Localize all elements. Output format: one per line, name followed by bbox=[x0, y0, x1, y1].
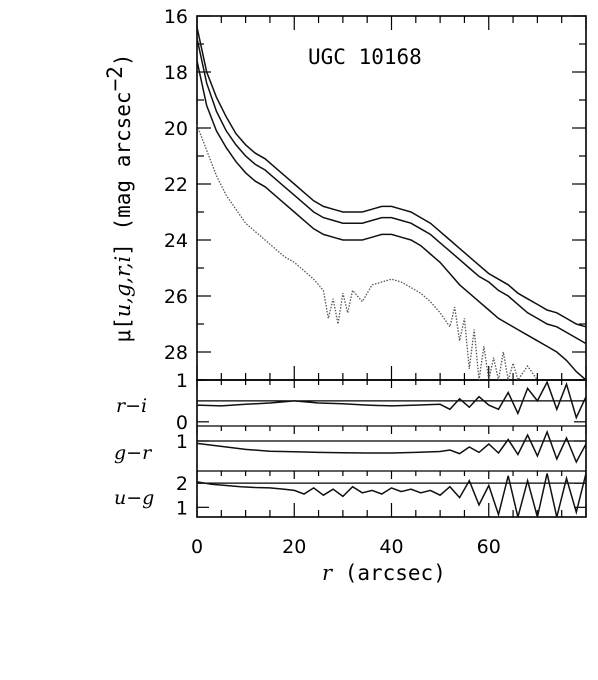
tick-marks bbox=[196, 15, 587, 517]
sb-curve-u-band bbox=[196, 124, 538, 382]
x-label-rest: (arcsec) bbox=[332, 561, 446, 585]
ug-panel-label: u−g bbox=[114, 487, 154, 509]
y-tick-label-u-g-1: 1 bbox=[176, 497, 188, 519]
y-tick-label-24: 24 bbox=[164, 230, 188, 252]
color-curve-r-i bbox=[196, 380, 587, 420]
sb-curve-g-band bbox=[196, 60, 587, 381]
color-curve-g-r bbox=[196, 429, 587, 464]
sb-curve-r-band bbox=[196, 38, 587, 345]
y-tick-label-r-i-0: 0 bbox=[176, 412, 188, 434]
y-label-suffix: ] (mag arcsec bbox=[111, 91, 135, 255]
y-tick-label-g-r-1: 1 bbox=[176, 431, 188, 453]
y-tick-label-22: 22 bbox=[164, 174, 188, 196]
color-curve-u-g bbox=[196, 473, 587, 518]
x-tick-label-60: 60 bbox=[477, 536, 501, 558]
y-tick-label-26: 26 bbox=[164, 286, 188, 308]
y-label-vars: u,g,r,i bbox=[111, 256, 135, 317]
y-tick-label-u-g-2: 2 bbox=[176, 473, 188, 495]
data-curves bbox=[196, 27, 587, 518]
surface-brightness-panel bbox=[196, 15, 587, 381]
x-axis-label: r (arcsec) bbox=[322, 561, 446, 585]
y-label-prefix: μ[ bbox=[111, 317, 135, 342]
y-tick-label-r-i-1: 1 bbox=[176, 370, 188, 392]
chart-title: UGC 10168 bbox=[308, 45, 422, 69]
y-label-close: ) bbox=[111, 53, 135, 66]
x-label-var: r bbox=[322, 561, 334, 585]
y-tick-label-28: 28 bbox=[164, 342, 188, 364]
y-axis-label: μ[u,g,r,i] (mag arcsec−2) bbox=[103, 53, 135, 342]
x-tick-label-40: 40 bbox=[379, 536, 403, 558]
sb-curve-i-band bbox=[196, 27, 587, 328]
y-tick-label-16: 16 bbox=[164, 6, 188, 28]
y-tick-label-18: 18 bbox=[164, 62, 188, 84]
gr-panel-label: g−r bbox=[114, 442, 153, 464]
x-tick-label-0: 0 bbox=[191, 536, 203, 558]
y-label-exp: −2 bbox=[103, 66, 127, 91]
y-tick-label-20: 20 bbox=[164, 118, 188, 140]
ri-panel-label: r−i bbox=[116, 395, 147, 417]
x-tick-label-20: 20 bbox=[282, 536, 306, 558]
